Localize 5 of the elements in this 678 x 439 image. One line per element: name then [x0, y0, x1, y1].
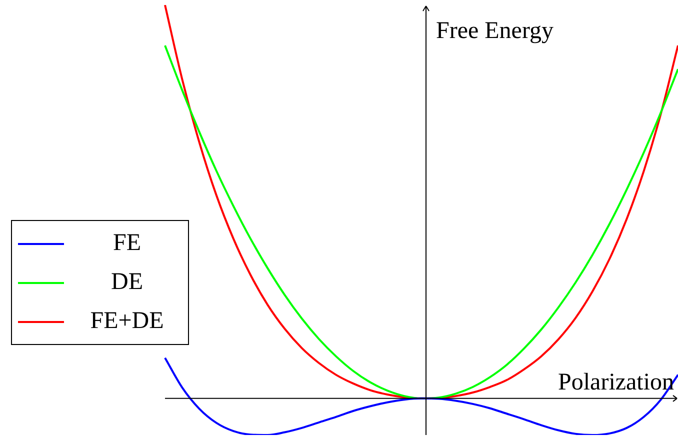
x-axis-title: Polarization: [558, 369, 674, 396]
legend-label: DE: [110, 269, 144, 296]
legend-label: FE+DE: [89, 308, 165, 335]
y-axis-title: Free Energy: [436, 18, 554, 44]
legend-label: FE: [112, 230, 142, 257]
